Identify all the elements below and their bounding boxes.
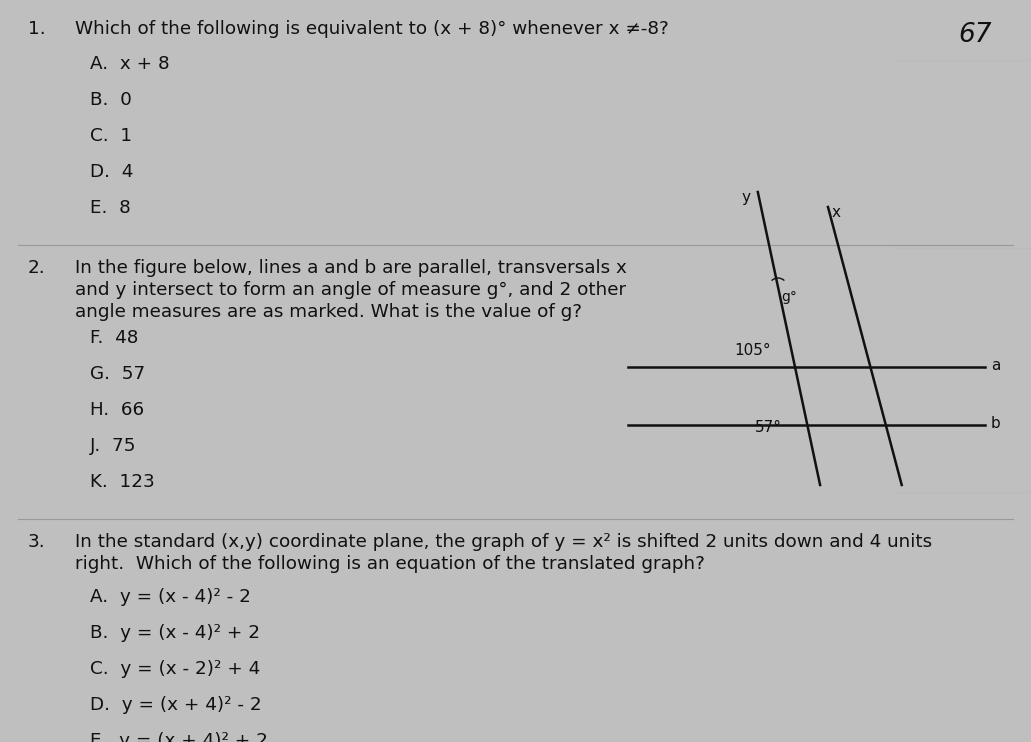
Text: 3.: 3. [28,533,45,551]
Text: 2.: 2. [28,259,45,277]
Text: In the figure below, lines a and b are parallel, transversals x: In the figure below, lines a and b are p… [75,259,627,277]
Text: B.  0: B. 0 [90,91,132,109]
Text: A.  x + 8: A. x + 8 [90,55,170,73]
Text: angle measures are as marked. What is the value of g?: angle measures are as marked. What is th… [75,303,583,321]
Text: G.  57: G. 57 [90,365,145,383]
Text: In the standard (x,y) coordinate plane, the graph of y = x² is shifted 2 units d: In the standard (x,y) coordinate plane, … [75,533,932,551]
Text: C.  1: C. 1 [90,127,132,145]
Text: B.  y = (x - 4)² + 2: B. y = (x - 4)² + 2 [90,624,260,642]
Text: E.  y = (x + 4)² + 2: E. y = (x + 4)² + 2 [90,732,268,742]
Text: 105°: 105° [734,343,770,358]
Text: 67: 67 [958,22,992,48]
Text: A.  y = (x - 4)² - 2: A. y = (x - 4)² - 2 [90,588,251,606]
Text: D.  y = (x + 4)² - 2: D. y = (x + 4)² - 2 [90,696,262,714]
Text: y: y [742,190,751,205]
Text: K.  123: K. 123 [90,473,155,491]
Text: g°: g° [781,290,797,304]
Text: b: b [991,416,1001,431]
Text: D.  4: D. 4 [90,163,133,181]
Text: Which of the following is equivalent to (x + 8)° whenever x ≠-8?: Which of the following is equivalent to … [75,20,669,38]
Text: C.  y = (x - 2)² + 4: C. y = (x - 2)² + 4 [90,660,260,678]
Text: 57°: 57° [756,420,783,435]
Text: x: x [832,205,841,220]
Text: H.  66: H. 66 [90,401,144,419]
Text: 1.: 1. [28,20,45,38]
Text: right.  Which of the following is an equation of the translated graph?: right. Which of the following is an equa… [75,555,705,573]
Text: F.  48: F. 48 [90,329,138,347]
Text: J.  75: J. 75 [90,437,136,455]
Text: E.  8: E. 8 [90,199,131,217]
Text: a: a [991,358,1000,373]
Text: and y intersect to form an angle of measure g°, and 2 other: and y intersect to form an angle of meas… [75,281,626,299]
